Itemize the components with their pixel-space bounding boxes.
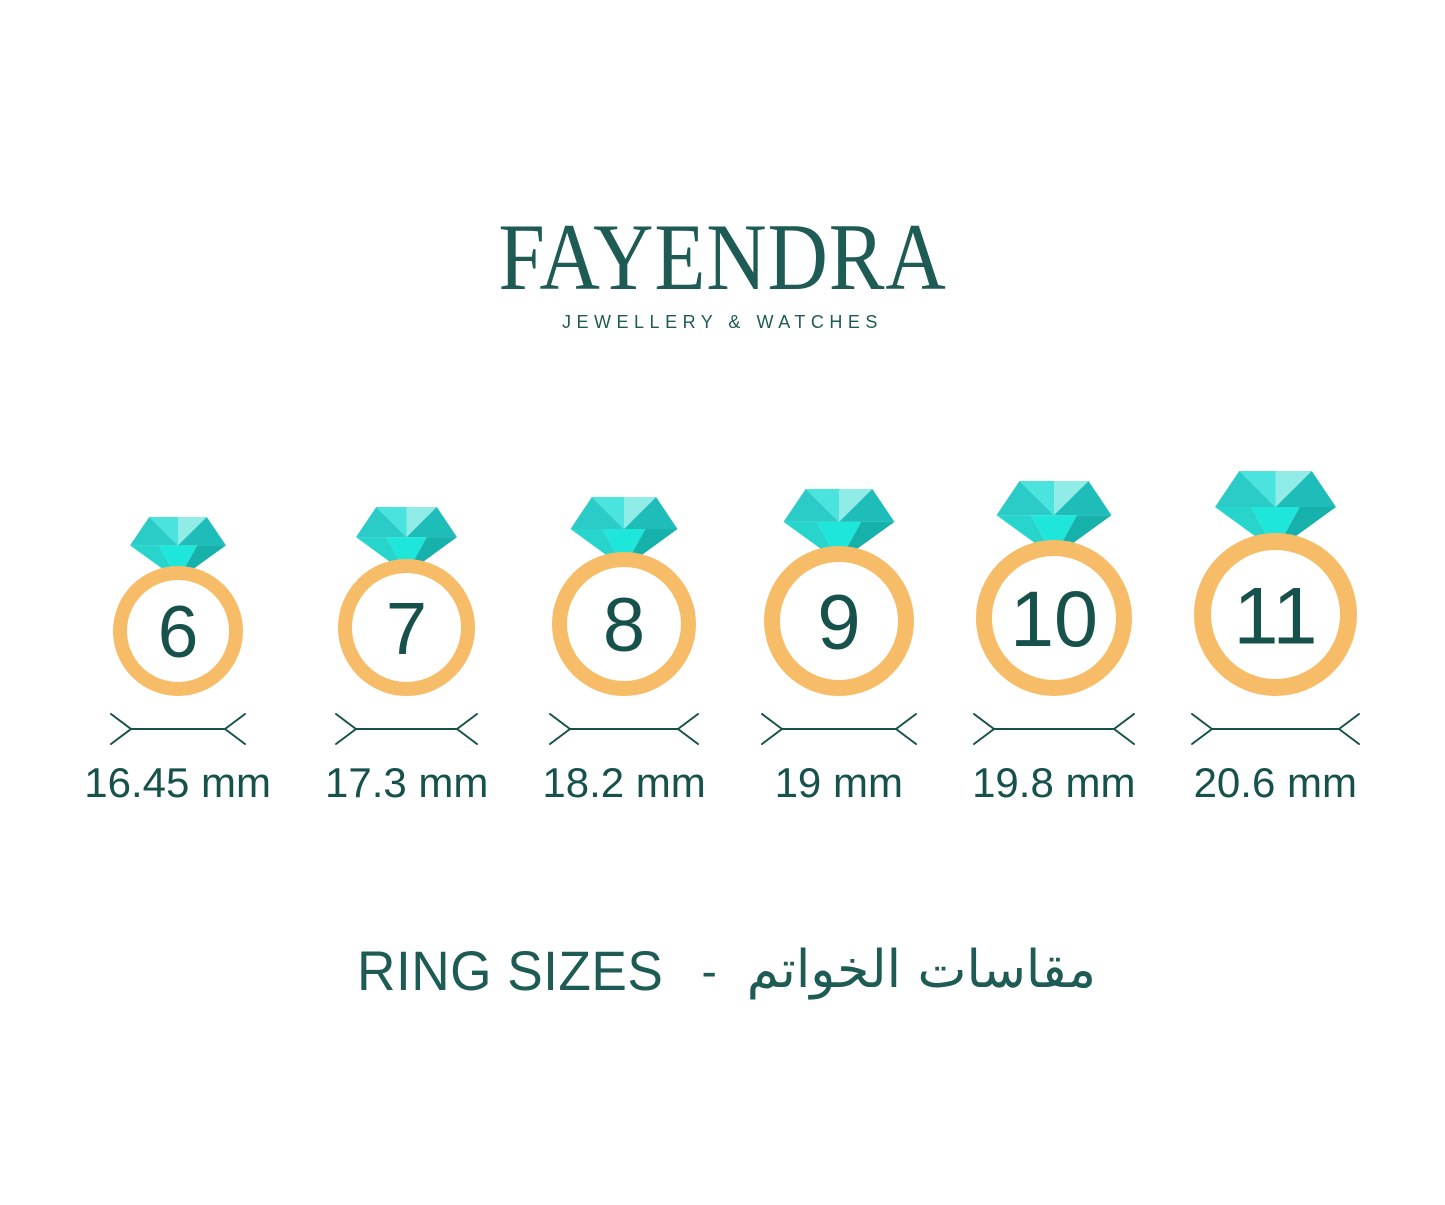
diamond-facet [602,528,646,568]
diamond-icon [356,507,458,574]
diamond-facet [1214,471,1276,507]
ring-band [338,559,476,696]
diameter-label: 17.3 mm [324,759,489,806]
arrowhead-right [223,728,246,745]
arrowhead-right [677,728,700,745]
diamond-facet [129,517,178,546]
brand-name: FAYENDRA [498,204,947,310]
diamond-facet [1275,471,1312,507]
ring-size-number: 8 [603,583,645,668]
arrowhead-right [1112,728,1135,745]
diameter-label: 19 mm [774,759,903,806]
arrowhead-right [1337,713,1360,730]
diamond-facet [356,507,407,538]
ring-size-item: 9 19 mm [760,489,918,804]
diamond-facet [624,497,657,529]
ring-size-item: 8 18.2 mm [542,497,706,806]
arrowhead-left [760,728,783,745]
diamond-facet [591,497,625,529]
arrowhead-left [760,713,783,730]
diamond-facet [624,497,678,529]
ring-size-item: 10 19.8 mm [972,481,1136,804]
arrowhead-left [549,713,572,730]
diamond-facet [570,497,625,529]
diamond-ring-icon: 10 [975,481,1132,696]
brand-header: FAYENDRA JEWELLERY & WATCHES [0,204,1445,332]
ring-size-number: 6 [157,592,198,673]
arrowhead-left [335,713,358,730]
diamond-facet [386,537,427,574]
diamond-facet [1053,481,1112,516]
diamond-facet [1030,515,1077,557]
diamond-facet [406,507,458,538]
diamond-facet [838,489,895,522]
dimension-arrow-icon [760,713,917,745]
diamond-facet [158,545,197,580]
diamond-facet [356,537,407,574]
ring-band [552,552,697,696]
arrowhead-right [1112,713,1135,730]
diamond-facet [816,521,861,562]
arrowhead-left [1190,728,1213,745]
diameter-label: 20.6 mm [1193,759,1357,806]
ring-band [1193,533,1357,696]
arrowhead-left [972,728,995,745]
title-english: RING SIZES [357,938,664,1002]
page-title: RING SIZES - مقاسات الخواتم [0,938,1445,1002]
diamond-facet [406,507,437,538]
diamond-icon [570,497,678,568]
diamond-facet [376,507,407,538]
arrowhead-left [109,713,132,730]
diamond-ring-icon: 9 [763,489,914,696]
ring-size-item: 11 20.6 mm [1190,471,1361,804]
arrowhead-left [335,728,358,745]
ring-size-item: 6 16.45 mm [84,517,271,804]
ring-band [112,566,243,696]
ring-band [763,546,914,696]
ring-band [975,540,1132,696]
dimension-arrow-icon [1190,713,1360,745]
arrowhead-left [972,713,995,730]
dimension-arrow-icon [335,713,479,745]
arrowhead-right [456,728,479,745]
arrowhead-right [1337,728,1360,745]
arrowhead-left [549,728,572,745]
diamond-facet [996,481,1054,516]
diameter-label: 16.45 mm [84,759,271,806]
diamond-facet [1275,471,1336,507]
diamond-ring-icon: 8 [552,497,697,696]
arrowhead-right [894,728,917,745]
ring-size-number: 11 [1233,571,1317,661]
diamond-facet [1251,507,1300,551]
arrowhead-right [677,713,700,730]
arrowhead-right [456,713,479,730]
diamond-facet [783,489,839,522]
diamond-facet [1238,471,1276,507]
diamond-ring-icon: 6 [112,517,243,696]
ring-size-number: 9 [817,578,860,666]
diameter-label: 18.2 mm [542,759,706,806]
diameter-label: 19.8 mm [972,759,1136,806]
dimension-arrow-icon [109,713,246,745]
ring-size-number: 7 [386,587,427,670]
diamond-facet [1053,481,1089,516]
arrowhead-right [894,713,917,730]
arrowhead-left [1190,713,1213,730]
dimension-arrow-icon [972,713,1135,745]
ring-size-item: 7 17.3 mm [325,507,488,804]
dimension-arrow-icon [549,713,700,745]
brand-tagline: JEWELLERY & WATCHES [562,312,883,332]
arrowhead-left [109,728,132,745]
ring-size-number: 10 [1010,574,1098,663]
diamond-ring-icon: 7 [338,507,476,696]
arrowhead-right [223,713,246,730]
diamond-facet [1019,481,1054,516]
ring-sizes-row: 6 16.45 mm 7 17.3 mm 8 18.2 mm 9 19 mm 1… [84,471,1361,806]
diamond-ring-icon: 11 [1193,471,1357,696]
title-separator: - [701,944,717,997]
diamond-facet [177,517,226,546]
title-arabic: مقاسات الخواتم [746,940,1096,1000]
